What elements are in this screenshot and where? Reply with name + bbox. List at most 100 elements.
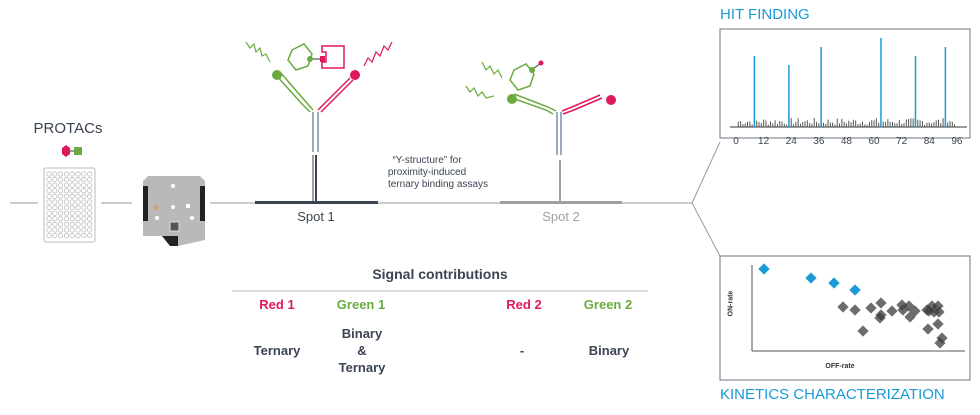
well <box>87 177 93 183</box>
well <box>46 216 52 222</box>
well <box>87 205 93 211</box>
hit-finding-title: HIT FINDING <box>720 6 810 23</box>
biochip-device-icon <box>143 176 205 246</box>
well <box>63 193 69 199</box>
well <box>63 221 69 227</box>
hit-finding-plot <box>730 38 967 128</box>
well <box>58 199 64 205</box>
hit-finding-panel <box>719 28 971 139</box>
well <box>69 216 75 222</box>
well <box>52 199 58 205</box>
blue-point <box>849 284 861 296</box>
well <box>81 216 87 222</box>
well <box>58 171 64 177</box>
well <box>63 171 69 177</box>
well <box>58 227 64 233</box>
blue-point <box>758 263 770 275</box>
kinetics-ylabel: ON-rate <box>727 290 735 317</box>
grey-point <box>932 318 944 330</box>
well <box>75 233 81 239</box>
hit-x-tick: 72 <box>896 136 908 147</box>
y-structure-note-line3: ternary binding assays <box>387 179 489 190</box>
well <box>46 177 52 183</box>
well <box>46 182 52 188</box>
well <box>46 193 52 199</box>
header-green2: Green 2 <box>583 297 633 312</box>
well <box>87 210 93 216</box>
well <box>75 227 81 233</box>
hit-x-tick: 24 <box>785 136 797 147</box>
well <box>87 233 93 239</box>
well <box>81 199 87 205</box>
well <box>69 210 75 216</box>
grey-point <box>857 325 869 337</box>
protacs-label: PROTACs <box>33 120 103 137</box>
well <box>69 199 75 205</box>
hit-x-tick: 48 <box>840 136 852 147</box>
value-red1: Ternary <box>253 343 301 358</box>
well <box>46 221 52 227</box>
blue-point <box>828 277 840 289</box>
hit-x-tick: 12 <box>758 136 770 147</box>
well <box>81 182 87 188</box>
grey-point <box>886 305 898 317</box>
well <box>63 233 69 239</box>
grey-point <box>922 323 934 335</box>
well <box>63 188 69 194</box>
well <box>81 205 87 211</box>
kinetics-plot <box>751 263 965 352</box>
well <box>69 188 75 194</box>
well <box>52 171 58 177</box>
y-structure-note-line2: proximity-induced <box>387 167 467 178</box>
well <box>58 205 64 211</box>
well <box>75 199 81 205</box>
well <box>52 221 58 227</box>
well <box>52 205 58 211</box>
well <box>69 205 75 211</box>
grey-point <box>874 312 886 324</box>
well <box>87 216 93 222</box>
well <box>75 171 81 177</box>
well <box>81 193 87 199</box>
well <box>46 227 52 233</box>
well <box>75 216 81 222</box>
grey-point <box>849 304 861 316</box>
kinetics-panel <box>719 255 971 381</box>
well <box>75 205 81 211</box>
well <box>75 193 81 199</box>
well <box>63 199 69 205</box>
well <box>69 182 75 188</box>
hit-x-tick: 36 <box>813 136 825 147</box>
well <box>58 182 64 188</box>
well <box>87 188 93 194</box>
well <box>52 188 58 194</box>
header-red1: Red 1 <box>259 297 295 312</box>
spot2-y-structure <box>465 60 622 204</box>
well <box>63 216 69 222</box>
hit-x-tick: 60 <box>868 136 880 147</box>
hit-x-tick: 84 <box>923 136 935 147</box>
well <box>46 233 52 239</box>
grey-point <box>837 301 849 313</box>
well <box>63 182 69 188</box>
well <box>69 171 75 177</box>
well <box>52 227 58 233</box>
well <box>75 188 81 194</box>
well <box>75 177 81 183</box>
well <box>52 177 58 183</box>
well <box>46 188 52 194</box>
hit-x-tick: 96 <box>951 136 963 147</box>
signal-table-title: Signal contributions <box>372 266 508 282</box>
well <box>87 221 93 227</box>
well <box>52 233 58 239</box>
well <box>75 210 81 216</box>
well <box>46 205 52 211</box>
well <box>63 227 69 233</box>
well <box>81 177 87 183</box>
well <box>58 216 64 222</box>
grey-point <box>936 332 948 344</box>
well <box>46 199 52 205</box>
microplate-icon <box>43 167 96 243</box>
hit-x-tick: 0 <box>733 136 739 147</box>
